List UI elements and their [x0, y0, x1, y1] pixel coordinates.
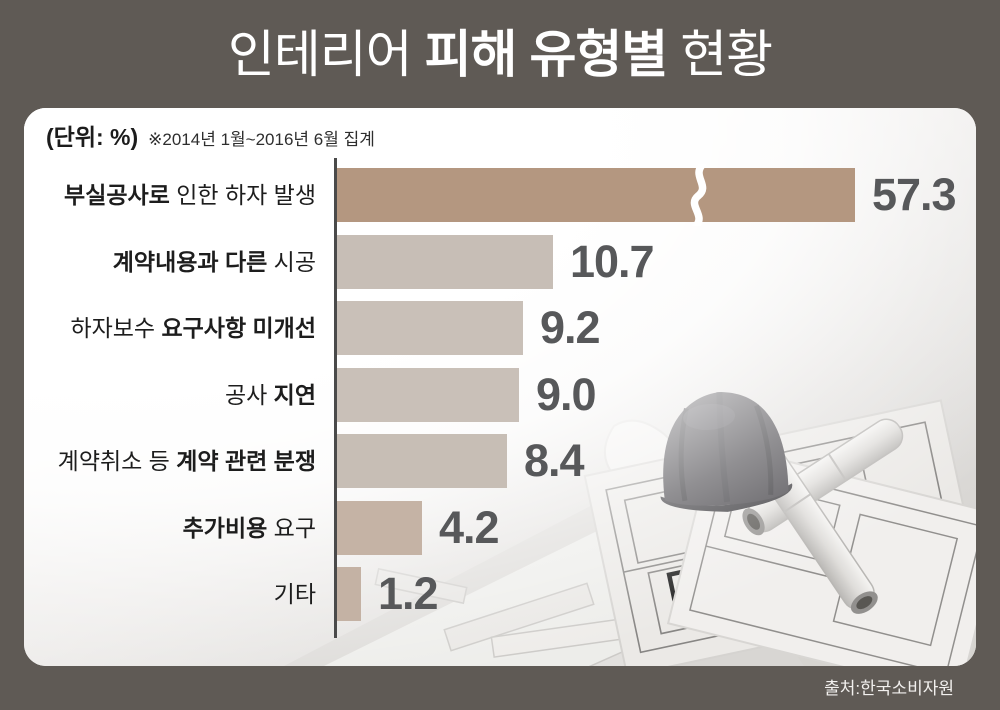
unit-label: (단위: %): [46, 124, 139, 150]
period-note: ※2014년 1월~2016년 6월 집계: [148, 130, 375, 149]
chart-subtitle: (단위: %) ※2014년 1월~2016년 6월 집계: [46, 118, 375, 152]
axis-break-squiggle: [687, 160, 713, 231]
bar-label: 공사 지연: [24, 368, 316, 422]
bar: [337, 367, 519, 422]
bar-label: 계약내용과 다른 시공: [24, 235, 316, 289]
page-title: 인테리어 피해 유형별 현황: [227, 25, 773, 83]
bar-label-segment: 하자보수: [70, 315, 156, 341]
bar-label-segment: 요구사항 미개선: [155, 315, 316, 341]
bar: [337, 234, 553, 289]
bar-label-segment: 기타: [273, 581, 316, 607]
bar-label: 부실공사로 인한 하자 발생: [24, 168, 316, 222]
bar-value: 9.2: [540, 302, 601, 353]
bar-label-segment: 지연: [267, 381, 316, 408]
bar-label-segment: 추가비용: [182, 514, 268, 541]
bar-label-segment: 요구: [267, 514, 316, 541]
bar-label-segment: 계약 관련 분쟁: [169, 448, 316, 474]
bar-value: 4.2: [439, 501, 500, 553]
bar-label: 추가비용 요구: [24, 501, 316, 555]
bar-label-segment: 부실공사로: [64, 182, 170, 208]
bar-value: 57.3: [872, 169, 957, 220]
bar-value: 8.4: [524, 435, 585, 486]
bar-label-segment: 인한 하자 발생: [169, 182, 316, 208]
chart-area: (단위: %) ※2014년 1월~2016년 6월 집계 부실공사로 인한 하…: [24, 108, 976, 666]
title-bar: 인테리어 피해 유형별 현황: [0, 0, 1000, 108]
bar-label-segment: 시공: [267, 248, 316, 275]
title-part: 유형별: [529, 25, 668, 83]
bar: [337, 567, 361, 621]
title-part: 인테리어: [227, 25, 413, 83]
bar-label-segment: 계약내용과 다른: [112, 248, 268, 275]
bar-label: 기타: [24, 567, 316, 621]
source-credit: 출처:한국소비자원: [824, 679, 954, 698]
title-part: 피해: [424, 25, 518, 83]
bar: [337, 301, 523, 355]
title-part: 현황: [680, 25, 773, 83]
bar-label: 계약취소 등 계약 관련 분쟁: [24, 434, 316, 488]
bar-value: 10.7: [570, 235, 655, 287]
y-axis-line: [334, 158, 337, 638]
bar-value: 9.0: [536, 368, 597, 420]
bar-label-segment: 계약취소 등: [57, 448, 170, 474]
bar-label: 하자보수 요구사항 미개선: [24, 301, 316, 355]
bar: [337, 500, 422, 555]
bar-value: 1.2: [378, 568, 439, 619]
bar: [337, 434, 507, 488]
bar-label-segment: 공사: [224, 381, 268, 408]
bar: [337, 168, 855, 222]
infographic-card: (단위: %) ※2014년 1월~2016년 6월 집계 부실공사로 인한 하…: [24, 108, 976, 666]
